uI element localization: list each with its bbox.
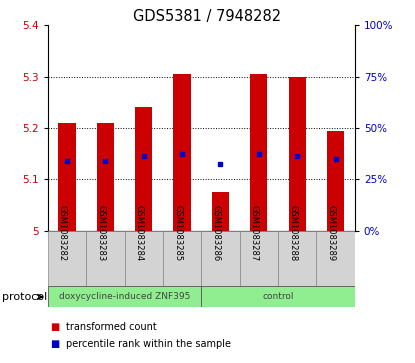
Bar (201, 231, 240, 287)
Bar (86, 231, 124, 287)
Text: GSM1083282: GSM1083282 (58, 205, 67, 261)
Bar (163, 231, 201, 287)
Text: GSM1083287: GSM1083287 (250, 205, 259, 261)
Text: doxycycline-induced ZNF395: doxycycline-induced ZNF395 (59, 292, 190, 301)
Text: GSM1083288: GSM1083288 (288, 205, 297, 261)
Text: GSM1083289: GSM1083289 (327, 205, 336, 261)
Bar (278, 231, 317, 287)
Text: GSM1083285: GSM1083285 (173, 205, 182, 261)
Bar (316, 231, 355, 287)
Bar (48, 286, 201, 307)
Text: percentile rank within the sample: percentile rank within the sample (66, 339, 231, 349)
Bar (173, 74, 191, 231)
Bar (250, 74, 268, 231)
Bar (48, 231, 86, 287)
Text: transformed count: transformed count (66, 322, 156, 333)
Text: ■: ■ (50, 339, 59, 349)
Bar (212, 192, 229, 231)
Text: ■: ■ (50, 322, 59, 333)
Text: GSM1083283: GSM1083283 (96, 205, 105, 261)
Bar (124, 231, 163, 287)
Bar (288, 77, 306, 231)
Bar (240, 231, 278, 287)
Bar (58, 123, 76, 231)
Text: GDS5381 / 7948282: GDS5381 / 7948282 (134, 9, 281, 24)
Text: GSM1083286: GSM1083286 (212, 205, 220, 261)
Text: control: control (262, 292, 294, 301)
Bar (201, 286, 355, 307)
Bar (135, 107, 152, 231)
Bar (97, 123, 114, 231)
Bar (327, 131, 344, 231)
Text: protocol: protocol (2, 292, 47, 302)
Text: GSM1083284: GSM1083284 (135, 205, 144, 261)
